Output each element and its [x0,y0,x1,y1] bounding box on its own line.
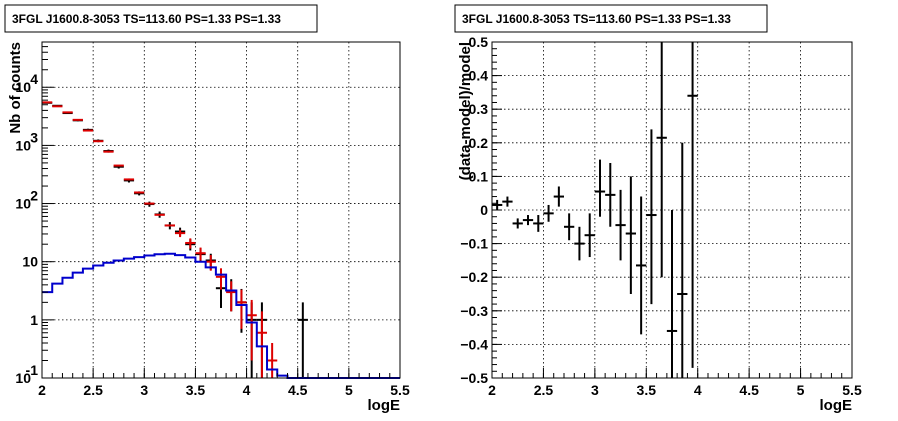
x-tick-label: 2 [38,382,46,398]
y-tick-label: 0 [480,202,488,218]
counts-grid [42,42,400,378]
x-tick-label: 3.5 [186,382,206,398]
residuals-y-axis-title: (data-model)/model [457,42,474,180]
y-tick-label: 0.2 [469,135,489,151]
residuals-axes: 2 2.5 3 3.5 4 4.5 5 5.5 −0.5 −0.4 −0.3 −0.2 −0.1 0 0.1… [460,34,862,398]
residuals-panel: 3FGL J1600.8-3053 TS=113.60 PS=1.33 PS=1… [454,4,862,414]
y-tick-exponent: 3 [30,129,38,145]
x-tick-label: 3 [140,382,148,398]
x-tick-label: 3.5 [637,382,657,398]
y-tick-exponent: 2 [30,188,38,204]
x-tick-label: 5 [345,382,353,398]
y-tick-label: 10 [22,254,38,270]
counts-frame [41,41,401,379]
x-tick-label: 4 [243,382,251,398]
y-tick-label: 1 [30,312,38,328]
y-tick-label: 0.5 [469,34,489,50]
y-tick-label: 0.4 [469,68,489,84]
counts-y-axis-title: Nb of counts [7,42,24,134]
x-tick-label: 4.5 [288,382,308,398]
y-tick-label: −0.5 [460,370,488,386]
residuals-plot-area [492,42,698,378]
model-points [42,101,278,378]
y-tick-exponent: -1 [26,362,39,378]
x-tick-label: 5.5 [842,382,862,398]
y-tick-label: −0.4 [460,336,488,352]
x-tick-label: 4 [694,382,702,398]
counts-panel: 3FGL J1600.8-3053 TS=113.60 PS=1.33 PS=1… [4,4,410,414]
x-tick-label: 2.5 [83,382,103,398]
y-tick-label: −0.2 [460,269,488,285]
y-tick-label: 0.3 [469,101,489,117]
residuals-title-box [454,4,768,33]
x-tick-label: 3 [591,382,599,398]
y-tick-label: 10 [15,79,31,95]
counts-title-box [4,4,318,33]
residuals-x-axis-title: logE [820,397,853,414]
counts-x-axis-title: logE [368,397,401,414]
counts-plot-area [42,101,400,379]
y-tick-exponent: 4 [30,71,38,87]
y-tick-label: −0.3 [460,303,488,319]
counts-title: 3FGL J1600.8-3053 TS=113.60 PS=1.33 PS=1… [12,12,281,26]
y-tick-label: 10 [15,137,31,153]
y-tick-label: 0.1 [469,168,489,184]
x-tick-label: 2.5 [534,382,554,398]
x-tick-label: 5.5 [390,382,410,398]
x-tick-label: 5 [797,382,805,398]
y-tick-label: 10 [15,196,31,212]
y-tick-label: −0.1 [460,236,488,252]
residual-points [492,42,698,378]
y-tick-label: 10 [15,370,31,386]
residuals-title: 3FGL J1600.8-3053 TS=113.60 PS=1.33 PS=1… [462,12,731,26]
x-tick-label: 4.5 [739,382,759,398]
x-tick-label: 2 [488,382,496,398]
data-points [42,101,308,378]
